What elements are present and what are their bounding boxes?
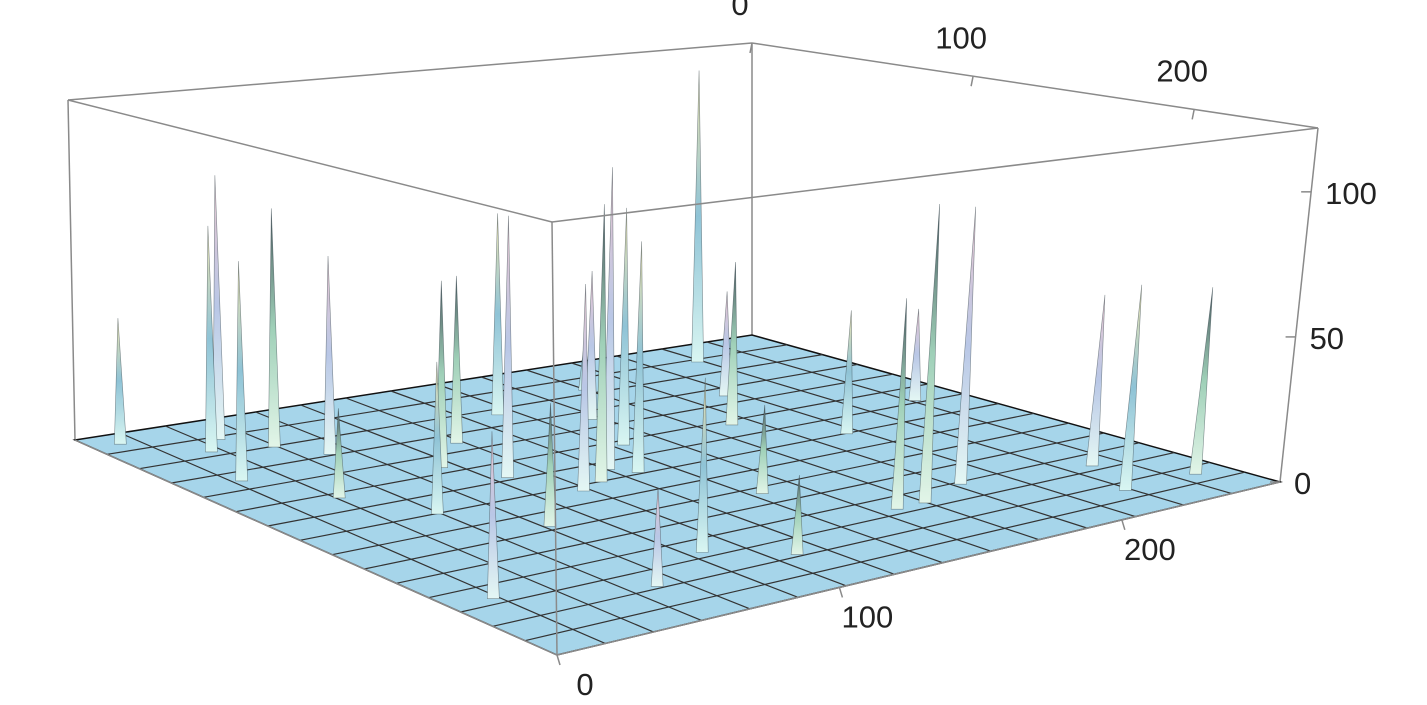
spike xyxy=(890,298,907,510)
x-tick xyxy=(556,654,561,666)
spike xyxy=(450,275,463,444)
spike xyxy=(323,256,337,455)
spike xyxy=(584,271,598,420)
box-edge xyxy=(551,127,1319,223)
spike xyxy=(650,487,664,587)
box-edge xyxy=(67,42,753,101)
spike xyxy=(491,213,505,416)
y-tick-label: 200 xyxy=(1156,54,1208,89)
mesh-line xyxy=(331,412,1034,556)
mesh-line xyxy=(396,432,1105,584)
spike xyxy=(594,204,608,483)
spike xyxy=(918,204,940,504)
x-tick-label: 200 xyxy=(1124,532,1176,567)
y-tick-label: 100 xyxy=(935,20,987,55)
spike xyxy=(235,261,249,482)
mesh-line xyxy=(492,461,1210,627)
x-tick xyxy=(1121,519,1126,531)
x-tick-label: 0 xyxy=(576,667,593,702)
spike xyxy=(487,431,500,600)
z-tick-label: 50 xyxy=(1310,321,1344,356)
mesh-line xyxy=(616,355,1136,518)
box-edge xyxy=(1279,127,1319,483)
y-tick-label: 0 xyxy=(731,0,748,22)
mesh-line xyxy=(481,376,991,552)
z-tick-label: 100 xyxy=(1325,176,1377,211)
mesh-line xyxy=(171,363,858,484)
y-tick xyxy=(970,76,974,87)
spike xyxy=(212,175,226,440)
y-tick xyxy=(749,42,753,54)
spike xyxy=(1119,284,1143,491)
spike xyxy=(631,241,645,473)
spike xyxy=(1189,287,1214,475)
spike xyxy=(790,475,804,555)
spike xyxy=(718,291,732,397)
spike xyxy=(431,361,444,515)
mesh-line xyxy=(210,418,702,621)
mesh-line xyxy=(345,397,847,587)
spike xyxy=(908,308,922,401)
spike xyxy=(1085,294,1106,467)
x-tick xyxy=(838,587,844,598)
mesh-line xyxy=(299,403,999,541)
box-edge xyxy=(67,99,553,223)
box-edge xyxy=(556,481,1281,656)
spike xyxy=(755,404,769,495)
mesh-line xyxy=(661,348,1184,506)
spike xyxy=(954,206,977,485)
spike xyxy=(332,408,346,499)
spike xyxy=(501,215,514,479)
x-tick-label: 100 xyxy=(842,600,894,635)
mesh-line xyxy=(524,471,1245,642)
box-edge xyxy=(74,439,558,656)
spike xyxy=(543,402,557,527)
mesh-line xyxy=(706,341,1232,495)
mesh-line xyxy=(428,442,1140,599)
mesh-line xyxy=(364,422,1069,570)
mesh-line xyxy=(435,383,943,564)
mesh-line xyxy=(571,362,1088,529)
y-tick xyxy=(1191,109,1195,120)
spike xyxy=(577,283,590,492)
spike xyxy=(725,262,739,426)
spike xyxy=(840,310,853,435)
z-tick-label: 0 xyxy=(1294,466,1311,501)
mesh-line xyxy=(119,432,606,645)
mesh-line xyxy=(460,452,1175,613)
mesh-line xyxy=(390,390,895,575)
box-edge xyxy=(67,99,76,441)
spike xyxy=(691,70,704,363)
spike xyxy=(268,208,281,448)
spike xyxy=(695,377,709,553)
box-edge xyxy=(751,42,1319,129)
mesh-line xyxy=(139,354,823,470)
spike xyxy=(617,207,630,446)
spike xyxy=(205,225,218,453)
spike xyxy=(114,318,127,445)
mesh-line xyxy=(203,373,893,498)
box-edge xyxy=(551,221,558,656)
